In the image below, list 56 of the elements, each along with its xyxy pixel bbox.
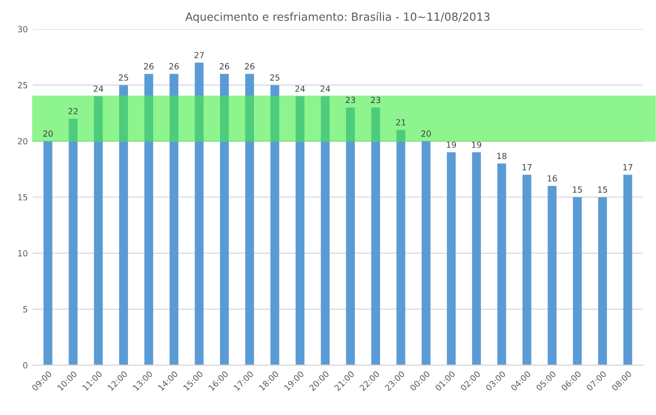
data-label: 26 [144, 63, 154, 70]
y-tick-label: 25 [18, 82, 28, 88]
data-label: 22 [68, 108, 78, 114]
data-label: 26 [169, 63, 179, 70]
data-label: 19 [472, 142, 482, 148]
bar [548, 186, 557, 366]
bar [598, 197, 607, 366]
data-label: 25 [118, 74, 128, 81]
data-label: 21 [396, 119, 406, 126]
bar [194, 62, 204, 366]
data-label: 20 [43, 130, 53, 137]
bar [320, 96, 330, 366]
bar [497, 164, 506, 366]
data-label: 24 [94, 86, 104, 92]
data-label: 17 [522, 164, 532, 170]
bar [144, 74, 154, 366]
bar [522, 174, 532, 366]
bar [245, 74, 254, 366]
bar [94, 96, 103, 366]
bar [346, 107, 355, 366]
y-tick-label: 0 [23, 362, 28, 368]
bar [119, 85, 128, 366]
y-tick-label: 20 [18, 138, 28, 144]
data-label: 26 [244, 63, 254, 70]
bar [472, 152, 481, 366]
bar [170, 74, 178, 366]
data-label: 16 [548, 175, 557, 182]
bar [446, 152, 456, 366]
data-label: 26 [220, 63, 230, 70]
data-label: 18 [497, 152, 506, 160]
data-label: 15 [572, 186, 582, 193]
y-tick-label: 10 [18, 250, 28, 256]
y-tick-label: 5 [23, 306, 28, 312]
chart-title: Aquecimento e resfriamento: Brasília - 10~11/08/2013 [185, 12, 490, 24]
data-label: 24 [295, 86, 305, 92]
bar [270, 85, 280, 366]
bar [422, 141, 430, 366]
y-tick-label: 15 [18, 194, 28, 200]
data-label: 24 [320, 86, 330, 92]
data-label: 17 [623, 164, 632, 170]
bar [572, 197, 582, 366]
bar [68, 118, 78, 366]
y-tick-label: 30 [18, 26, 28, 32]
data-label: 27 [194, 52, 204, 58]
bar [44, 141, 52, 366]
bar [396, 130, 406, 366]
data-label: 15 [598, 186, 608, 193]
bar [623, 174, 632, 366]
data-label: 19 [446, 142, 456, 148]
data-label: 25 [270, 74, 280, 81]
data-label: 23 [346, 96, 356, 104]
bar [296, 96, 304, 366]
data-label: 20 [421, 130, 431, 137]
data-label: 23 [370, 96, 380, 104]
bar [220, 74, 229, 366]
bar [371, 107, 380, 366]
